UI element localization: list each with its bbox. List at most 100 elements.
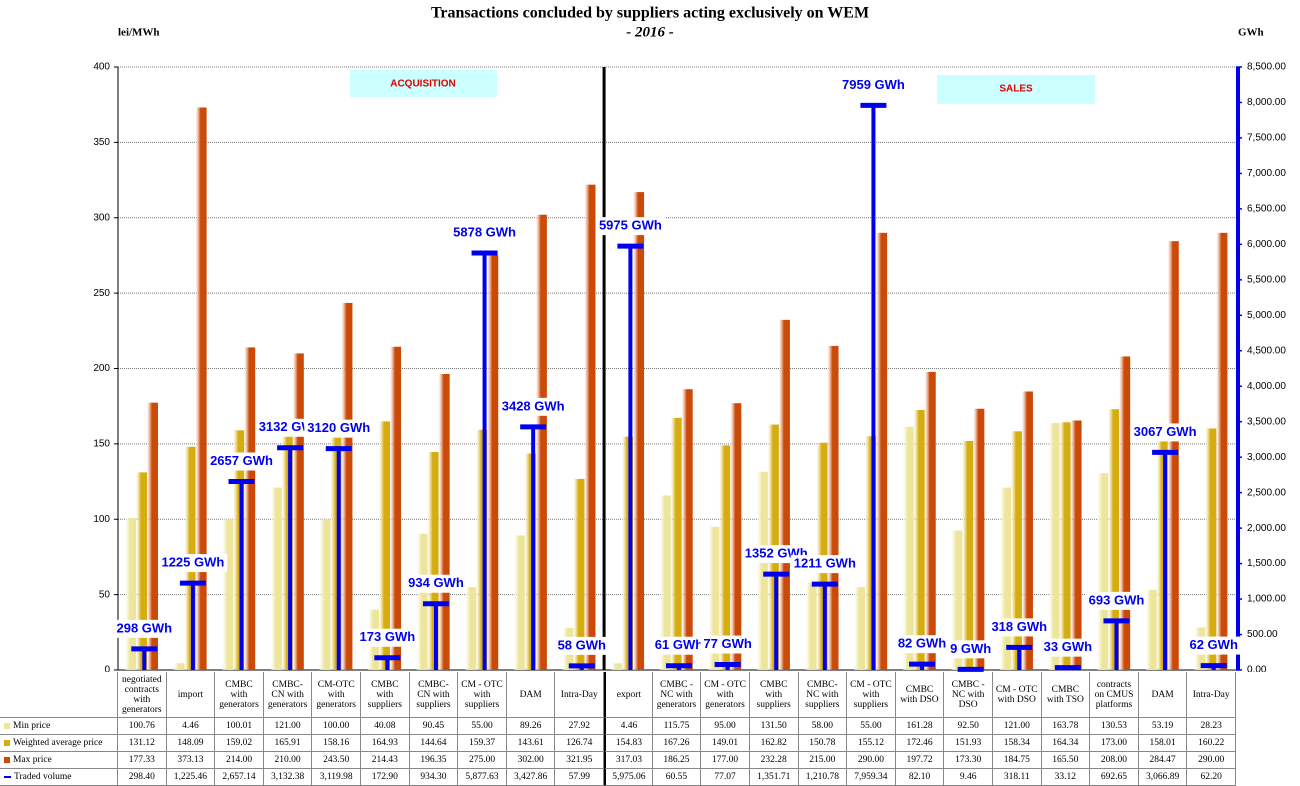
table-value: 165.91: [263, 735, 313, 752]
legend-key: [4, 776, 11, 778]
y2-tick-label: 1,000.00: [1247, 594, 1286, 605]
table-value: 214.00: [215, 752, 264, 769]
legend-key: [4, 757, 10, 763]
bar: [622, 436, 634, 670]
y-axis-label: lei/MWh: [118, 27, 160, 39]
bar: [465, 587, 477, 670]
x-tick-label: CM - OTC with suppliers: [458, 672, 507, 718]
legend-label: Traded volume: [14, 772, 72, 782]
table-value: 144.64: [409, 735, 459, 752]
data-label: 33 GWh: [1044, 639, 1092, 654]
table-value: 373.13: [166, 752, 216, 769]
bar: [390, 346, 402, 670]
table-value: 197.72: [895, 752, 945, 769]
x-tick-label: import: [166, 672, 216, 718]
table-value: 165.50: [1041, 752, 1091, 769]
x-tick-label: CMBC-CN with generators: [263, 672, 313, 718]
bar: [962, 440, 974, 670]
data-label: 1225 GWh: [161, 555, 224, 570]
data-label-bg: [450, 224, 519, 243]
table-value: 9.46: [944, 769, 993, 786]
table-value: 115.75: [652, 718, 702, 735]
bar: [913, 410, 925, 670]
legend-row: Max price: [0, 752, 118, 769]
data-label: 62 GWh: [1189, 637, 1237, 652]
bar: [330, 431, 342, 670]
bar: [487, 255, 499, 670]
bar: [1010, 431, 1022, 670]
y-tick-label: 200: [93, 363, 110, 374]
table-value: 3,119.98: [312, 769, 362, 786]
table-value: 4.46: [166, 718, 216, 735]
data-label-bg: [158, 554, 228, 573]
x-tick-label: CMBC with DSO: [895, 672, 945, 718]
table-value: 934.30: [409, 769, 459, 786]
data-label-bg: [1130, 423, 1200, 442]
bar: [778, 319, 790, 670]
data-label-bg: [790, 555, 859, 574]
table-value: 172.46: [895, 735, 945, 752]
bar: [195, 107, 207, 670]
table-corner: [0, 672, 118, 718]
table-value: 215.00: [798, 752, 848, 769]
bar: [1216, 232, 1228, 670]
table-value: 27.92: [555, 718, 605, 735]
table-value: 172.90: [361, 769, 410, 786]
table-value: 92.50: [944, 718, 993, 735]
table-value: 158.34: [992, 735, 1042, 752]
table-value: 53.19: [1138, 718, 1188, 735]
bar: [999, 487, 1011, 670]
bar: [1108, 409, 1120, 670]
y2-tick-label: 6,000.00: [1247, 239, 1286, 250]
table-value: 317.03: [604, 752, 653, 769]
bar: [854, 587, 866, 670]
bar: [125, 518, 136, 670]
bar: [584, 184, 596, 670]
legend-row: Min price: [0, 718, 118, 735]
y2-tick-label: 6,500.00: [1247, 204, 1286, 215]
bar: [973, 408, 985, 670]
table-value: 214.43: [361, 752, 410, 769]
bar: [1119, 356, 1131, 670]
x-tick-label: CM - OTC with generators: [701, 672, 750, 718]
annotation-box: [937, 75, 1095, 104]
table-value: 302.00: [506, 752, 556, 769]
data-label: 3120 GWh: [307, 420, 370, 435]
chart-title: Transactions concluded by suppliers acti…: [431, 5, 869, 22]
data-label: 2657 GWh: [210, 453, 273, 468]
data-label-bg: [405, 574, 467, 593]
bar: [222, 519, 234, 670]
table-value: 1,210.78: [798, 769, 848, 786]
table-value: 196.35: [409, 752, 459, 769]
table-value: 55.00: [847, 718, 896, 735]
data-label-bg: [651, 636, 707, 655]
table-value: 131.12: [118, 735, 167, 752]
table-value: 3,066.89: [1138, 769, 1188, 786]
bar: [136, 472, 147, 670]
table-value: 154.83: [604, 735, 653, 752]
data-label-bg: [304, 419, 374, 438]
table-value: 318.11: [992, 769, 1042, 786]
data-label: 3428 GWh: [502, 398, 565, 413]
bar: [1070, 420, 1082, 670]
x-tick-label: CMBC with suppliers: [749, 672, 799, 718]
table-value: 58.00: [798, 718, 848, 735]
y2-tick-label: 2,000.00: [1247, 523, 1286, 534]
annotation: ACQUISITION: [390, 79, 456, 90]
bar: [633, 192, 645, 670]
bar: [827, 345, 839, 670]
bar: [659, 495, 671, 670]
x-tick-label: CM - OTC with suppliers: [847, 672, 896, 718]
data-label-bg: [988, 618, 1051, 637]
table-value: 173.00: [1090, 735, 1139, 752]
table-value: 90.45: [409, 718, 459, 735]
table-value: 290.00: [847, 752, 896, 769]
x-tick-label: CMBC-CN with suppliers: [409, 672, 459, 718]
table-value: 121.00: [992, 718, 1042, 735]
table-value: 55.00: [458, 718, 507, 735]
data-label-bg: [356, 628, 419, 647]
table-value: 1,351.71: [749, 769, 799, 786]
bar: [902, 426, 914, 670]
table-value: 692.65: [1090, 769, 1139, 786]
table-value: 5,877.63: [458, 769, 507, 786]
